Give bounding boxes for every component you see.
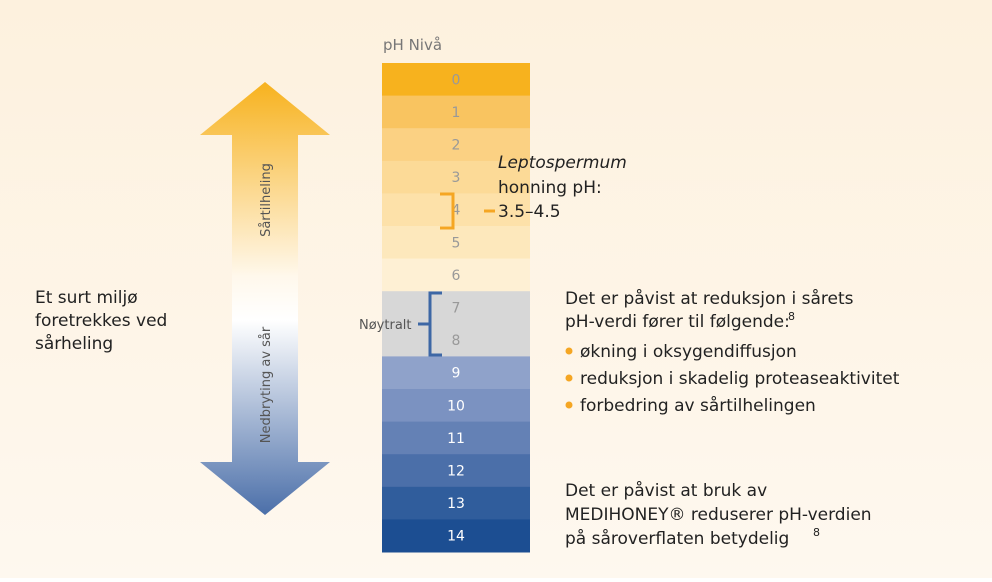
honey-italic: Leptospermum bbox=[498, 153, 627, 173]
conclusion-sup: 8 bbox=[813, 526, 820, 539]
findings: Det er påvist at reduksjon i sårets pH-ve… bbox=[565, 288, 900, 549]
neutral-label: Nøytralt bbox=[359, 318, 412, 333]
findings-intro: Det er påvist at reduksjon i sårets bbox=[565, 288, 854, 309]
bullet-dot bbox=[565, 401, 573, 409]
ph-cell bbox=[382, 421, 530, 455]
left-line: sårheling bbox=[35, 333, 113, 354]
findings-intro: pH-verdi fører til følgende: bbox=[565, 312, 790, 332]
ph-cell bbox=[382, 519, 530, 553]
scale-title: pH Nivå bbox=[383, 36, 442, 54]
ph-label: 2 bbox=[452, 138, 461, 154]
ph-label: 11 bbox=[447, 431, 465, 447]
conclusion-line: MEDIHONEY® reduserer pH-verdien bbox=[565, 505, 872, 525]
ph-cell bbox=[382, 95, 530, 129]
conclusion-line: på såroverflaten betydelig bbox=[565, 528, 789, 549]
ph-label: 14 bbox=[447, 529, 465, 545]
ph-cell bbox=[382, 291, 530, 325]
ph-label: 10 bbox=[447, 398, 465, 414]
arrow-top-label: Sårtilheling bbox=[259, 163, 274, 237]
ph-cell bbox=[382, 389, 530, 423]
ph-label: 4 bbox=[452, 203, 461, 219]
left-line: foretrekkes ved bbox=[35, 311, 167, 331]
ph-cell bbox=[382, 356, 530, 390]
honey-line: honning pH: bbox=[498, 178, 602, 198]
ph-cell bbox=[382, 160, 530, 194]
ph-cell bbox=[382, 226, 530, 260]
ph-label: 6 bbox=[452, 268, 461, 284]
honey-bracket bbox=[440, 192, 495, 230]
ph-cell bbox=[382, 128, 530, 162]
ph-label: 8 bbox=[452, 333, 461, 349]
left-line: Et surt miljø bbox=[35, 288, 138, 308]
findings-sup: 8 bbox=[788, 310, 795, 323]
arrow-bottom-label: Nedbryting av sår bbox=[259, 326, 274, 443]
bullet-text: forbedring av sårtilhelingen bbox=[580, 395, 816, 416]
ph-label: 0 bbox=[452, 72, 461, 88]
honey-note: honning pH: 3.5–4.5 bbox=[498, 178, 602, 222]
bullet-text: reduksjon i skadelig proteaseaktivitet bbox=[580, 369, 900, 389]
ph-cell bbox=[382, 63, 530, 97]
ph-cell bbox=[382, 454, 530, 488]
neutral-bracket bbox=[418, 291, 442, 357]
ph-cell bbox=[382, 258, 530, 292]
ph-label: 13 bbox=[447, 496, 465, 512]
double-arrow bbox=[200, 82, 330, 515]
ph-cell bbox=[382, 193, 530, 227]
bullet-dot bbox=[565, 374, 573, 382]
conclusion-line: Det er påvist at bruk av bbox=[565, 480, 767, 501]
bullet-text: økning i oksygendiffusjon bbox=[580, 342, 797, 362]
ph-label: 7 bbox=[452, 301, 461, 317]
ph-cell bbox=[382, 323, 530, 357]
ph-label: 9 bbox=[452, 366, 461, 382]
bullet-dot bbox=[565, 347, 573, 355]
ph-cell bbox=[382, 486, 530, 520]
honey-line: 3.5–4.5 bbox=[498, 202, 561, 222]
ph-label: 3 bbox=[452, 170, 461, 186]
ph-label: 12 bbox=[447, 464, 465, 480]
ph-label: 1 bbox=[452, 105, 461, 121]
ph-label: 5 bbox=[452, 235, 461, 251]
